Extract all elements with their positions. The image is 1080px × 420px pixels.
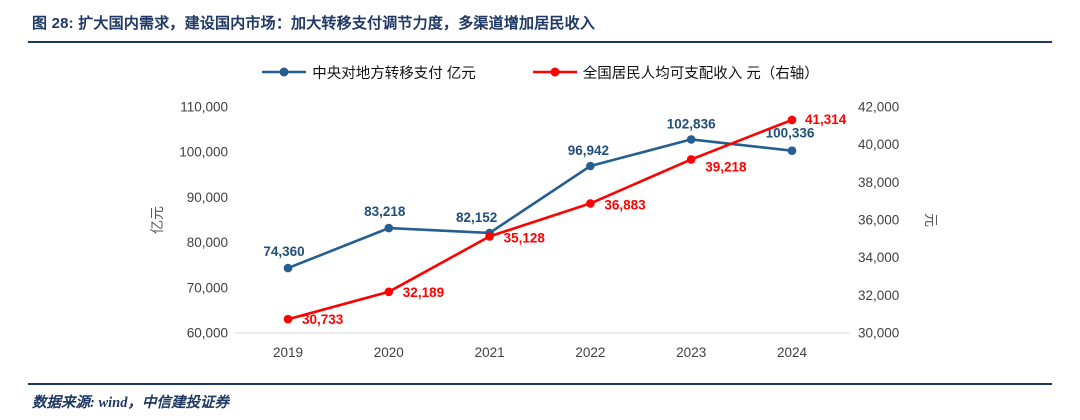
red-data-label: 41,314 [805,112,847,127]
legend-item-disposable-income[interactable]: 全国居民人均可支配收入 元（右轴） [532,62,819,83]
red-series-line[interactable] [286,118,794,321]
red-data-label: 39,218 [705,159,747,174]
left-axis-tick-label: 90,000 [187,190,228,205]
blue-data-label: 74,360 [263,244,304,259]
legend-label-disposable-income: 全国居民人均可支配收入 元（右轴） [582,65,819,82]
red-data-label: 35,128 [504,230,546,245]
right-axis-tick-label: 32,000 [858,288,899,303]
x-axis-tick-label: 2020 [374,345,404,360]
x-axis-tick-label: 2019 [273,345,303,360]
data-source-note: 数据来源: wind，中信建投证券 [32,395,229,411]
left-axis-tick-label: 110,000 [180,100,228,115]
blue-data-label: 100,336 [766,126,815,141]
blue-data-label: 83,218 [364,204,406,219]
x-axis-tick-label: 2022 [575,345,605,360]
red-series-point[interactable] [283,314,293,324]
left-axis-tick-label: 100,000 [179,145,228,160]
left-axis-title: 亿元 [149,206,165,234]
blue-data-label: 82,152 [456,210,497,225]
blue-series-point[interactable] [586,161,595,171]
red-data-label: 30,733 [302,312,344,327]
red-series-point[interactable] [787,115,797,125]
right-axis-tick-label: 42,000 [858,100,899,115]
left-axis-tick-label: 70,000 [187,280,228,295]
blue-series-point[interactable] [384,223,394,233]
left-axis-tick-label: 80,000 [187,235,228,250]
red-series-point[interactable] [686,155,696,164]
blue-series-line[interactable] [286,138,794,270]
x-axis-tick-label: 2023 [676,345,706,360]
red-series-point[interactable] [586,199,595,208]
dual-axis-line-chart: 60,000 70,000 80,000 90,000 100,000 110,000 30… [149,100,939,361]
red-series-point[interactable] [384,287,394,297]
right-axis-tick-label: 30,000 [858,326,899,341]
figure-title: 图 28: 扩大国内需求，建设国内市场：加大转移支付调节力度，多渠道增加居民收入 [32,15,596,32]
legend-label-transfer-payment: 中央对地方转移支付 亿元 [312,65,476,82]
figure-footer: 数据来源: wind，中信建投证券 [28,383,1052,412]
x-axis-tick-label: 2024 [777,345,808,360]
right-axis-tick-label: 40,000 [858,137,899,152]
right-axis-title: 元 [923,213,939,227]
blue-series-point[interactable] [283,263,293,273]
left-axis-tick-label: 60,000 [187,326,228,341]
right-axis-tick-label: 34,000 [858,250,899,265]
red-data-label: 32,189 [403,285,444,300]
red-line-marker-icon [532,67,577,77]
blue-data-label: 96,942 [568,143,609,158]
figure-header: 图 28: 扩大国内需求，建设国内市场：加大转移支付调节力度，多渠道增加居民收入 [28,0,1052,43]
x-axis-tick-label: 2021 [475,345,505,360]
chart-legend: 中央对地方转移支付 亿元 全国居民人均可支配收入 元（右轴） [0,61,1080,83]
right-axis-tick-label: 38,000 [858,175,899,190]
blue-series-point[interactable] [787,146,797,155]
red-data-label: 36,883 [604,197,646,212]
blue-line-marker-icon [262,67,307,77]
legend-item-transfer-payment[interactable]: 中央对地方转移支付 亿元 [261,62,476,83]
blue-series-point[interactable] [686,135,696,144]
blue-data-label: 102,836 [667,116,716,131]
right-axis-tick-label: 36,000 [858,213,899,228]
red-series-point[interactable] [485,232,494,241]
